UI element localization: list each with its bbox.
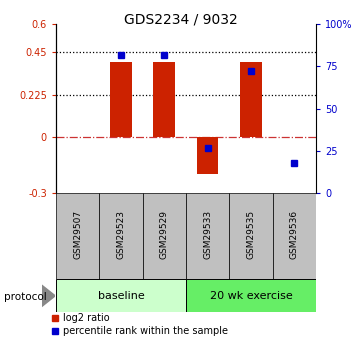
Text: GSM29535: GSM29535 [247, 210, 255, 259]
Bar [229, 193, 273, 279]
Bar [273, 193, 316, 279]
Bar [240, 62, 262, 137]
Text: 20 wk exercise: 20 wk exercise [209, 291, 292, 301]
Bar [197, 137, 218, 175]
Bar [99, 193, 143, 279]
Text: GSM29529: GSM29529 [160, 210, 169, 259]
Bar [56, 193, 99, 279]
Text: GSM29533: GSM29533 [203, 210, 212, 259]
Bar [56, 279, 186, 312]
Bar [186, 193, 229, 279]
Legend: log2 ratio, percentile rank within the sample: log2 ratio, percentile rank within the s… [48, 309, 232, 340]
Polygon shape [42, 285, 55, 307]
Text: baseline: baseline [97, 291, 144, 301]
Text: protocol: protocol [4, 292, 46, 302]
Bar [110, 62, 132, 137]
Bar [143, 193, 186, 279]
Bar [186, 279, 316, 312]
Bar [153, 62, 175, 137]
Text: GSM29523: GSM29523 [117, 210, 125, 259]
Text: GSM29507: GSM29507 [73, 210, 82, 259]
Text: GSM29536: GSM29536 [290, 210, 299, 259]
Text: GDS2234 / 9032: GDS2234 / 9032 [123, 12, 238, 26]
